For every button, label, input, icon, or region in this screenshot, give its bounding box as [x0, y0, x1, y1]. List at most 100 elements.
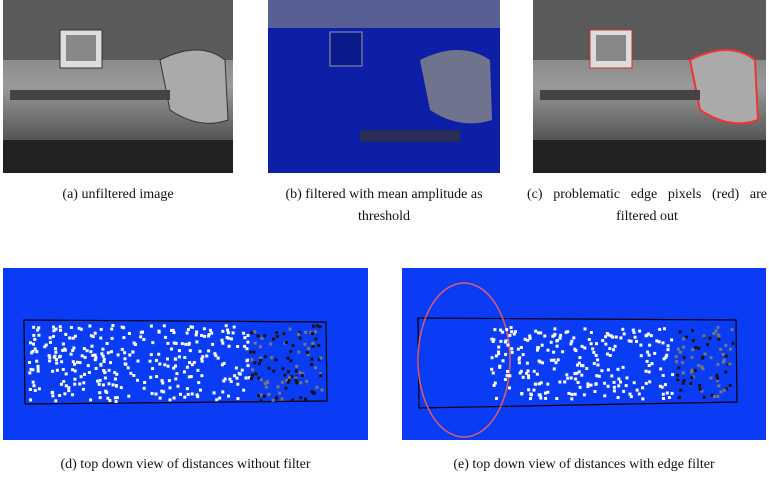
point-dot	[563, 380, 566, 383]
point-dot	[550, 359, 553, 362]
point-dot	[285, 341, 288, 344]
point-dot	[183, 370, 186, 373]
point-dot	[86, 349, 89, 352]
point-dot	[89, 350, 92, 353]
point-dot	[311, 342, 314, 345]
point-dot	[536, 373, 539, 376]
point-dot	[632, 329, 635, 332]
point-dot	[83, 347, 86, 350]
point-dot	[581, 345, 584, 348]
point-dot	[724, 344, 727, 347]
point-dot	[595, 342, 598, 345]
point-dot	[34, 389, 37, 392]
point-dot	[495, 397, 498, 400]
point-dot	[175, 372, 178, 375]
point-dot	[606, 332, 609, 335]
point-dot	[257, 394, 260, 397]
point-dot	[87, 364, 90, 367]
point-dot	[123, 351, 126, 354]
point-dot	[249, 351, 252, 354]
point-dot	[295, 370, 298, 373]
point-dot	[233, 326, 236, 329]
point-dot	[714, 330, 717, 333]
point-dot	[662, 397, 665, 400]
point-dot	[668, 396, 671, 399]
point-dot	[78, 327, 81, 330]
point-dot	[132, 374, 135, 377]
point-dot	[527, 376, 530, 379]
point-dot	[534, 383, 537, 386]
point-dot	[286, 357, 289, 360]
point-dot	[51, 391, 54, 394]
point-dot	[679, 330, 682, 333]
point-dot	[236, 383, 239, 386]
point-dot	[242, 389, 245, 392]
point-dot	[207, 349, 210, 352]
point-dot	[186, 366, 189, 369]
point-dot	[79, 361, 82, 364]
point-dot	[699, 388, 702, 391]
point-dot	[232, 331, 235, 334]
point-dot	[55, 362, 58, 365]
point-dot	[52, 329, 55, 332]
point-dot	[677, 348, 680, 351]
point-dot	[522, 376, 525, 379]
point-dot	[110, 350, 113, 353]
point-dot	[127, 395, 130, 398]
point-dot	[187, 343, 190, 346]
point-dot	[526, 362, 529, 365]
point-dot	[281, 381, 284, 384]
point-dot	[555, 340, 558, 343]
point-dot	[114, 396, 117, 399]
point-dot	[263, 395, 266, 398]
point-dot	[593, 362, 596, 365]
point-dot	[94, 332, 97, 335]
point-dot	[622, 366, 625, 369]
point-dot	[263, 334, 266, 337]
point-dot	[48, 356, 51, 359]
point-dot	[74, 335, 77, 338]
point-dot	[676, 374, 679, 377]
point-dot	[556, 345, 559, 348]
point-dot	[317, 344, 320, 347]
point-dot	[728, 363, 731, 366]
point-dot	[320, 357, 323, 360]
point-dot	[303, 343, 306, 346]
point-dot	[236, 345, 239, 348]
point-dot	[690, 376, 693, 379]
point-dot	[65, 372, 68, 375]
point-dot	[254, 372, 257, 375]
point-dot	[173, 397, 176, 400]
point-dot	[190, 325, 193, 328]
point-dot	[95, 367, 98, 370]
point-dot	[552, 351, 555, 354]
point-dot	[506, 374, 509, 377]
point-dot	[292, 344, 295, 347]
point-dot	[671, 392, 674, 395]
point-dot	[639, 344, 642, 347]
point-dot	[502, 359, 505, 362]
point-dot	[546, 391, 549, 394]
point-dot	[70, 353, 73, 356]
point-dot	[184, 343, 187, 346]
point-dot	[299, 396, 302, 399]
point-dot	[648, 380, 651, 383]
point-dot	[72, 347, 75, 350]
point-dot	[312, 345, 315, 348]
point-dot	[285, 387, 288, 390]
point-dot	[210, 332, 213, 335]
point-dot	[592, 351, 595, 354]
point-dot	[228, 378, 231, 381]
point-dot	[289, 328, 292, 331]
point-dot	[691, 348, 694, 351]
point-dot	[72, 360, 75, 363]
point-dot	[595, 354, 598, 357]
point-dot	[689, 382, 692, 385]
point-dot	[151, 341, 154, 344]
point-dot	[539, 331, 542, 334]
point-dot	[161, 379, 164, 382]
point-dot	[102, 383, 105, 386]
point-dot	[538, 382, 541, 385]
point-dot	[590, 384, 593, 387]
point-dot	[529, 397, 532, 400]
